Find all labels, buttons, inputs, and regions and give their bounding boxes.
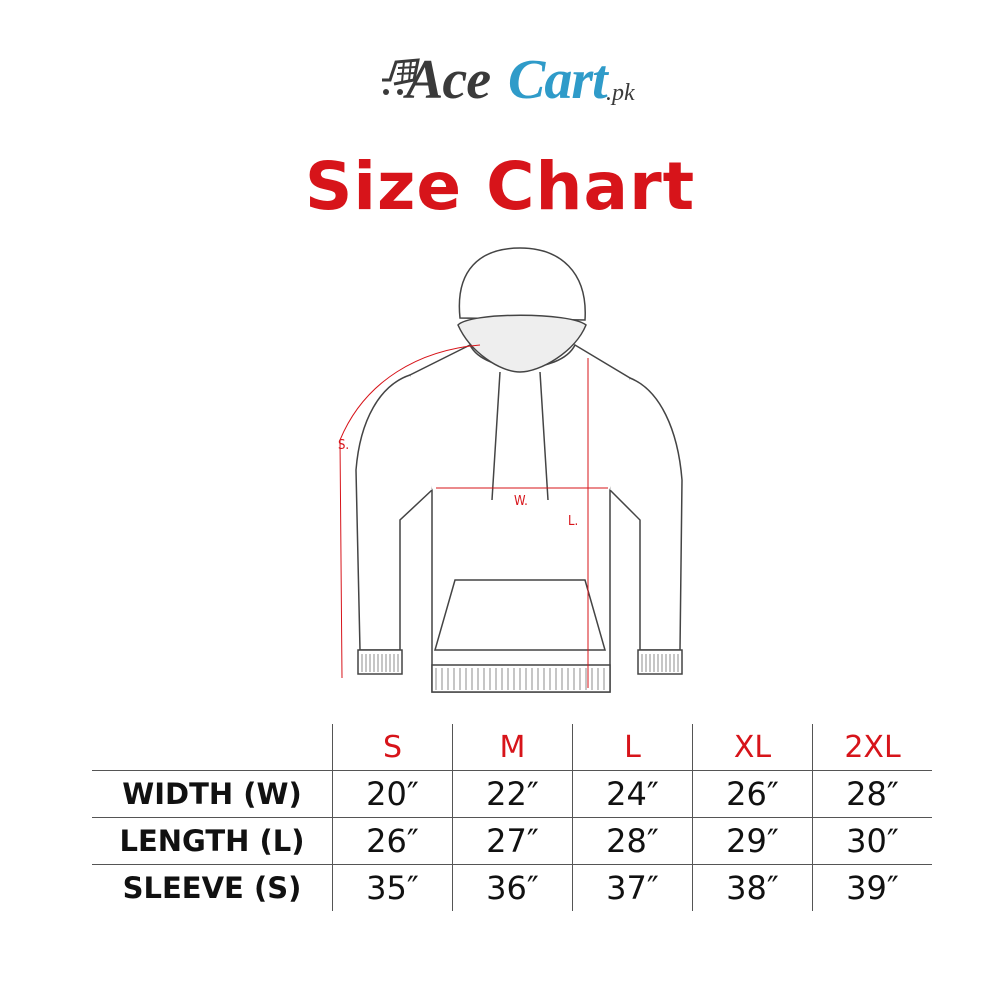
size-header: XL	[692, 724, 813, 771]
table-cell: 27″	[452, 817, 573, 865]
row-label: WIDTH (W)	[92, 770, 333, 818]
table-cell: 38″	[692, 864, 813, 911]
size-header-row: S M L XL 2XL	[92, 724, 932, 771]
table-row: SLEEVE (S) 35″ 36″ 37″ 38″ 39″	[92, 864, 932, 911]
hoodie-diagram	[339, 247, 683, 693]
brand-logo: Ace Cart .pk	[378, 46, 678, 116]
size-header: S	[332, 724, 453, 771]
table-cell: 36″	[452, 864, 573, 911]
sleeve-measure-line	[339, 344, 481, 679]
sleeve-label: S.	[338, 438, 350, 453]
table-cell: 24″	[572, 770, 693, 818]
table-cell: 26″	[692, 770, 813, 818]
table-cell: 35″	[332, 864, 453, 911]
row-label: LENGTH (L)	[92, 817, 333, 865]
page-title: Size Chart	[304, 148, 696, 225]
brand-cart: Cart	[508, 49, 608, 111]
length-label: L.	[568, 514, 579, 529]
size-header: L	[572, 724, 693, 771]
row-label: SLEEVE (S)	[92, 864, 333, 911]
table-cell: 28″	[812, 770, 932, 818]
table-cell: 20″	[332, 770, 453, 818]
shopping-cart-icon	[382, 58, 420, 95]
table-cell: 26″	[332, 817, 453, 865]
table-cell: 22″	[452, 770, 573, 818]
table-row: LENGTH (L) 26″ 27″ 28″ 29″ 30″	[92, 817, 932, 865]
table-cell: 39″	[812, 864, 932, 911]
size-table: S M L XL 2XL WIDTH (W) 20″ 22″ 24″ 26″ 2…	[92, 724, 932, 911]
size-header: 2XL	[812, 724, 932, 771]
table-cell: 29″	[692, 817, 813, 865]
table-cell: 28″	[572, 817, 693, 865]
table-cell: 30″	[812, 817, 932, 865]
table-row: WIDTH (W) 20″ 22″ 24″ 26″ 28″	[92, 770, 932, 818]
size-header: M	[452, 724, 573, 771]
width-label: W.	[514, 494, 528, 509]
brand-suffix: .pk	[606, 80, 635, 106]
table-cell: 37″	[572, 864, 693, 911]
brand-ace: Ace	[406, 49, 491, 111]
